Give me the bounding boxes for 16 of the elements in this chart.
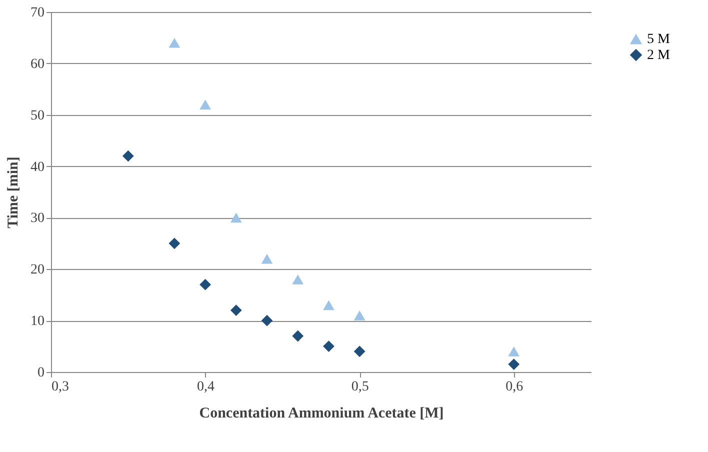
y-axis-title: Time [min] [6,156,22,228]
x-tick-label: 0,3 [52,380,69,394]
y-tick-label: 40 [30,160,44,175]
y-tick-label: 0 [38,366,44,380]
x-tick-label: 0,4 [197,380,215,394]
legend-label: 2 M [647,48,670,63]
x-tick-label: 0,5 [351,380,369,394]
legend-label: 5 M [647,32,670,47]
y-tick-label: 20 [30,262,44,278]
y-tick-label: 30 [30,211,44,226]
x-tick-label: 0,6 [506,380,524,394]
y-tick-label: 10 [30,314,44,330]
y-tick-label: 60 [30,56,44,72]
x-axis-title: Concentation Ammonium Acetate [M] [199,406,444,422]
y-tick-label: 70 [30,6,44,20]
y-tick-label: 50 [30,108,44,124]
